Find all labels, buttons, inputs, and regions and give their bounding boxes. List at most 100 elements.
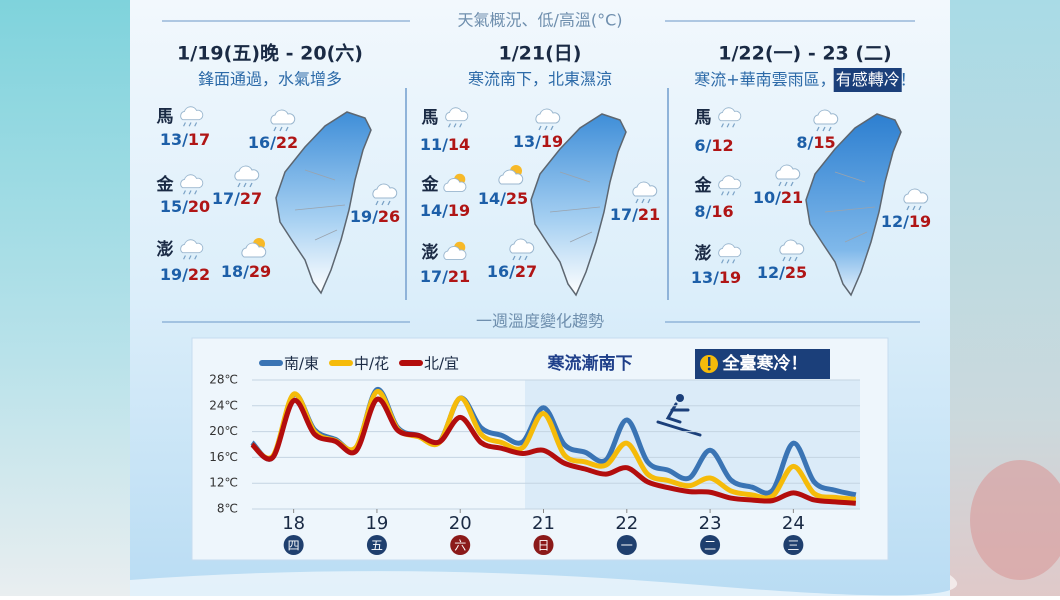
decor-wave xyxy=(130,571,958,596)
high-temp: 12 xyxy=(711,136,733,155)
y-tick-label: 20℃ xyxy=(209,424,238,438)
separator: / xyxy=(779,263,785,282)
weekday-badge xyxy=(283,535,304,555)
separator: / xyxy=(442,201,448,220)
separator: / xyxy=(808,133,814,152)
separator: / xyxy=(182,130,188,149)
temperature: 17/21 xyxy=(420,267,470,286)
low-temp: 19 xyxy=(350,207,372,226)
weekday-label: 日 xyxy=(537,539,549,553)
weekday-badge xyxy=(700,535,721,555)
subtitle-text: 寒流+華南雲雨區， xyxy=(694,70,835,89)
low-temp: 13 xyxy=(160,130,182,149)
temperature: 16/27 xyxy=(487,262,537,281)
temperature: 8/15 xyxy=(796,133,835,152)
low-temp: 12 xyxy=(757,263,779,282)
separator: / xyxy=(775,188,781,207)
high-temp: 27 xyxy=(515,262,537,281)
low-temp: 18 xyxy=(221,262,243,281)
weekday-label: 四 xyxy=(288,539,300,553)
high-temp: 17 xyxy=(188,130,210,149)
low-temp: 17 xyxy=(212,189,234,208)
low-temp: 16 xyxy=(248,133,270,152)
panel-date: 1/21(日) xyxy=(499,43,582,65)
high-temp: 19 xyxy=(909,212,931,231)
separator: / xyxy=(713,268,719,287)
low-temp: 11 xyxy=(420,135,442,154)
separator: / xyxy=(706,202,712,221)
series-line xyxy=(250,389,857,502)
high-temp: 15 xyxy=(813,133,835,152)
temperature: 13/19 xyxy=(513,132,563,151)
temperature: 13/17 xyxy=(160,130,210,149)
y-tick-label: 8℃ xyxy=(217,502,238,516)
separator: / xyxy=(509,262,515,281)
temperature: 19/26 xyxy=(350,207,400,226)
temperature: 6/12 xyxy=(694,136,733,155)
temperature: 14/25 xyxy=(478,189,528,208)
blur-spot xyxy=(970,460,1060,580)
low-temp: 19 xyxy=(160,265,182,284)
weekday-label: 二 xyxy=(704,539,716,553)
weekday-badge xyxy=(450,535,471,555)
low-temp: 15 xyxy=(160,197,182,216)
x-tick-label: 23 xyxy=(699,513,722,534)
badge-icon-mark xyxy=(707,367,711,371)
separator: / xyxy=(442,267,448,286)
temperature: 12/19 xyxy=(881,212,931,231)
temperature: 17/21 xyxy=(610,205,660,224)
high-temp: 26 xyxy=(378,207,400,226)
low-temp: 6 xyxy=(694,136,705,155)
city-name: 金 xyxy=(694,175,713,196)
section-title: 一週溫度變化趨勢 xyxy=(476,312,604,331)
weekday-label: 五 xyxy=(371,539,383,553)
high-temp: 19 xyxy=(541,132,563,151)
weekday-label: 六 xyxy=(454,539,466,553)
skier-icon xyxy=(656,394,702,437)
weekday-badge xyxy=(616,535,637,555)
x-tick-label: 22 xyxy=(615,513,638,534)
temperature: 10/21 xyxy=(753,188,803,207)
weekday-badge xyxy=(783,535,804,555)
panel-subtitle: 鋒面通過，水氣增多 xyxy=(198,70,342,89)
high-temp: 20 xyxy=(188,197,210,216)
backdrop-left xyxy=(0,0,130,596)
legend-label: 北/宜 xyxy=(424,355,459,373)
separator: / xyxy=(535,132,541,151)
city-name: 金 xyxy=(156,174,175,195)
weekday-badge xyxy=(366,535,387,555)
high-temp: 14 xyxy=(448,135,470,154)
temperature: 16/22 xyxy=(248,133,298,152)
separator: / xyxy=(182,265,188,284)
x-tick-label: 24 xyxy=(782,513,805,534)
panel-subtitle: 寒流南下，北東濕涼 xyxy=(468,70,612,89)
x-tick-label: 21 xyxy=(532,513,555,534)
high-temp: 22 xyxy=(276,133,298,152)
x-tick-label: 19 xyxy=(365,513,388,534)
chart-title: 寒流漸南下 xyxy=(548,353,633,374)
city-name: 馬 xyxy=(695,108,712,128)
city-name: 金 xyxy=(421,174,440,195)
high-temp: 19 xyxy=(719,268,741,287)
legend-label: 南/東 xyxy=(284,355,319,373)
subtitle-end: ！ xyxy=(900,70,916,89)
highlight-box xyxy=(833,68,902,92)
panel-date: 1/22(一) - 23 (二) xyxy=(718,43,892,65)
separator: / xyxy=(372,207,378,226)
temperature: 19/22 xyxy=(160,265,210,284)
city-name: 馬 xyxy=(422,108,439,128)
separator: / xyxy=(243,262,249,281)
low-temp: 8 xyxy=(796,133,807,152)
low-temp: 13 xyxy=(691,268,713,287)
separator: / xyxy=(500,189,506,208)
low-temp: 14 xyxy=(478,189,500,208)
subtitle-highlight: 有感轉冷 xyxy=(836,70,900,89)
y-tick-label: 16℃ xyxy=(209,450,238,464)
high-temp: 25 xyxy=(506,189,528,208)
low-temp: 13 xyxy=(513,132,535,151)
low-temp: 16 xyxy=(487,262,509,281)
temperature: 18/29 xyxy=(221,262,271,281)
temperature: 14/19 xyxy=(420,201,470,220)
temperature: 17/27 xyxy=(212,189,262,208)
low-temp: 8 xyxy=(694,202,705,221)
